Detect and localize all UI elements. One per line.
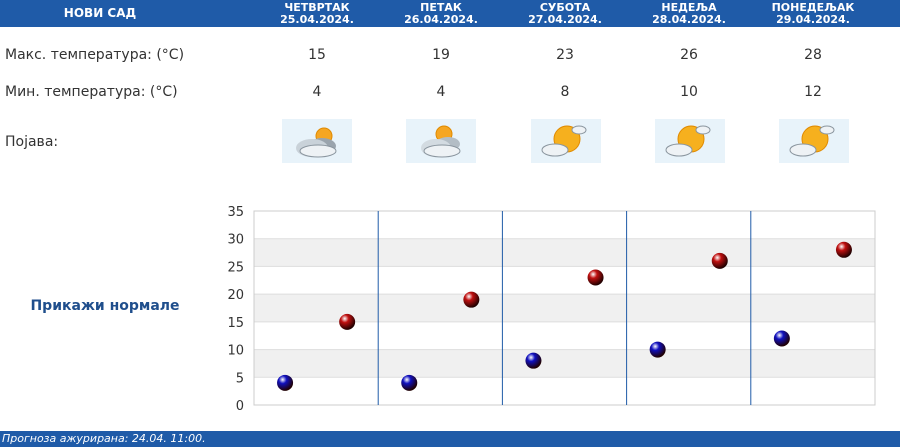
city-name: НОВИ САД <box>63 6 137 20</box>
day-header-4: НЕДЕЉА 28.04.2024. <box>652 1 726 26</box>
max-temp-value: 15 <box>308 47 326 63</box>
min-temp-point <box>773 330 790 347</box>
day-header-5: ПОНЕДЕЉАК 29.04.2024. <box>771 1 855 26</box>
y-tick-label: 20 <box>227 288 244 303</box>
min-temp-label: Мин. температура: (°C) <box>5 84 178 100</box>
max-temp-label: Макс. температура: (°C) <box>5 47 185 63</box>
max-temp-point <box>587 269 604 286</box>
max-temp-point <box>711 252 728 269</box>
forecast-header: НОВИ САД ЧЕТВРТАК 25.04.2024. ПЕТАК 26.04.… <box>0 0 900 27</box>
min-temp-point <box>401 374 418 391</box>
grid-band <box>254 377 875 405</box>
min-temp-value: 10 <box>680 84 698 100</box>
plot-frame <box>253 210 876 406</box>
sunny-cloud-icon <box>779 119 849 163</box>
sunny-cloud-icon <box>531 119 601 163</box>
min-temp-point <box>525 352 542 369</box>
y-tick-label: 30 <box>227 233 244 248</box>
cloudy-sun-icon <box>282 119 352 163</box>
day-header-2: ПЕТАК 26.04.2024. <box>404 1 478 26</box>
show-normals-link[interactable]: Прикажи нормале <box>30 298 180 314</box>
min-temp-value: 4 <box>436 84 446 100</box>
max-temp-point <box>339 313 356 330</box>
partly-cloudy-icon <box>406 119 476 163</box>
day-header-1: ЧЕТВРТАК 25.04.2024. <box>280 1 354 26</box>
grid-band <box>254 321 875 350</box>
forecast-updated: Прогноза ажурирана: 24.04. 11:00. <box>0 431 900 447</box>
min-temp-value: 12 <box>804 84 822 100</box>
y-tick-label: 0 <box>236 399 244 414</box>
max-temp-value: 19 <box>432 47 450 63</box>
max-temp-value: 26 <box>680 47 698 63</box>
grid-band <box>254 294 875 322</box>
grid-band <box>254 238 875 267</box>
grid-band <box>254 266 875 295</box>
phenomenon-label: Појава: <box>5 134 59 150</box>
max-temp-point <box>835 241 852 258</box>
max-temp-point <box>463 291 480 308</box>
min-temp-point <box>277 374 294 391</box>
min-temp-point <box>649 341 666 358</box>
sunny-cloud-icon <box>655 119 725 163</box>
y-tick-label: 35 <box>227 205 244 220</box>
min-temp-value: 4 <box>312 84 322 100</box>
max-temp-value: 28 <box>804 47 822 63</box>
y-tick-label: 25 <box>227 260 244 275</box>
y-tick-label: 15 <box>227 316 244 331</box>
grid-band <box>254 349 875 378</box>
day-header-3: СУБОТА 27.04.2024. <box>528 1 602 26</box>
y-tick-label: 5 <box>236 371 244 386</box>
min-temp-value: 8 <box>560 84 570 100</box>
max-temp-value: 23 <box>556 47 574 63</box>
y-tick-label: 10 <box>227 344 244 359</box>
grid-band <box>254 211 875 239</box>
